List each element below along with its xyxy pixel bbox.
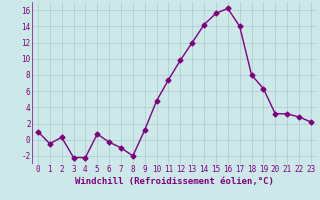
X-axis label: Windchill (Refroidissement éolien,°C): Windchill (Refroidissement éolien,°C) bbox=[75, 177, 274, 186]
